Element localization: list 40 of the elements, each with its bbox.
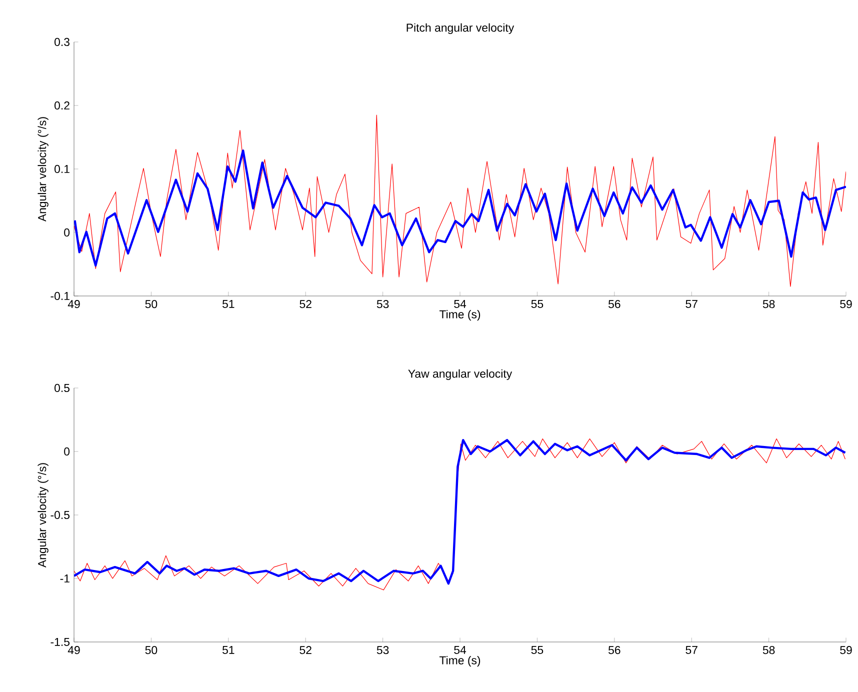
- y-tick-label: -1: [60, 574, 70, 582]
- y-tick-label: 0.3: [54, 38, 70, 46]
- y-tick-label: -1.5: [50, 638, 70, 646]
- x-tick-label: 55: [531, 646, 544, 654]
- x-tick-label: 49: [68, 300, 80, 308]
- x-tick-label: 59: [840, 646, 852, 654]
- x-tick-label: 50: [145, 300, 158, 308]
- x-axis-title: Time (s): [439, 310, 480, 321]
- y-tick-label: 0.5: [54, 384, 70, 392]
- x-tick-label: 59: [840, 300, 852, 308]
- line-series: [74, 149, 846, 267]
- x-axis-title: Time (s): [439, 656, 480, 667]
- y-tick-label: -0.1: [50, 292, 70, 300]
- y-axis-title: Angular velocity (°/s): [38, 463, 48, 568]
- x-tick-label: 52: [300, 646, 312, 654]
- x-tick-label: 51: [222, 300, 234, 308]
- y-tick-label: 0.1: [54, 164, 70, 174]
- x-tick-label: 49: [68, 646, 80, 654]
- chart-title: Yaw angular velocity: [408, 369, 512, 380]
- x-tick-label: 53: [376, 300, 389, 308]
- y-axis-title: Angular velocity (°/s): [38, 117, 48, 222]
- y-tick-label: 0: [64, 447, 70, 456]
- y-tick-label: 0: [64, 228, 70, 237]
- x-tick-label: 55: [531, 300, 544, 308]
- x-tick-label: 50: [145, 646, 158, 654]
- x-tick-label: 51: [222, 646, 234, 654]
- x-tick-label: 58: [762, 300, 775, 308]
- chart-title: Pitch angular velocity: [406, 23, 514, 34]
- x-tick-label: 56: [608, 300, 620, 308]
- y-tick-label: -0.5: [50, 510, 70, 520]
- x-tick-label: 57: [686, 646, 698, 654]
- x-tick-label: 57: [686, 300, 698, 308]
- x-tick-label: 52: [300, 300, 312, 308]
- y-tick-label: 0.2: [54, 101, 70, 110]
- line-series: [74, 114, 846, 287]
- x-tick-label: 54: [454, 646, 466, 654]
- x-tick-label: 53: [376, 646, 389, 654]
- x-tick-label: 58: [762, 646, 775, 654]
- x-tick-label: 54: [454, 300, 466, 308]
- x-tick-label: 56: [608, 646, 620, 654]
